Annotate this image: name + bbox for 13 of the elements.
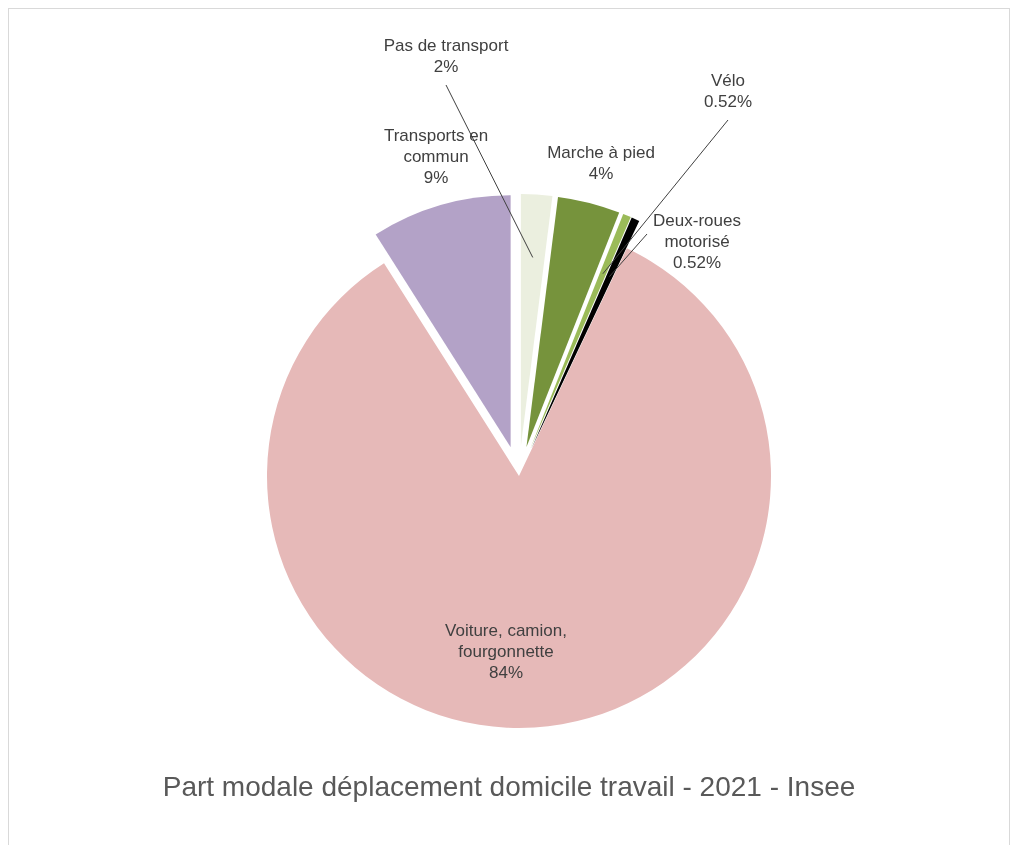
data-label: 2% [433,57,459,76]
data-label: 0.52% [703,92,753,111]
slice-label: Vélo [710,71,746,90]
text: Part modale déplacement domicile travail - 2021 - Insee [161,770,857,804]
slice-label: Deux-roues motorisé [653,211,741,251]
data-label: 4% [588,164,614,183]
slice-label: Transports en commun [383,126,489,166]
data-label: 84% [488,663,524,682]
slice-label: Voiture, camion, fourgonnette [445,621,567,661]
data-label: 0.52% [672,253,722,272]
slice-label: Marche à pied [547,143,655,162]
data-label: 9% [423,168,449,187]
slice-label: Pas de transport [383,36,509,55]
